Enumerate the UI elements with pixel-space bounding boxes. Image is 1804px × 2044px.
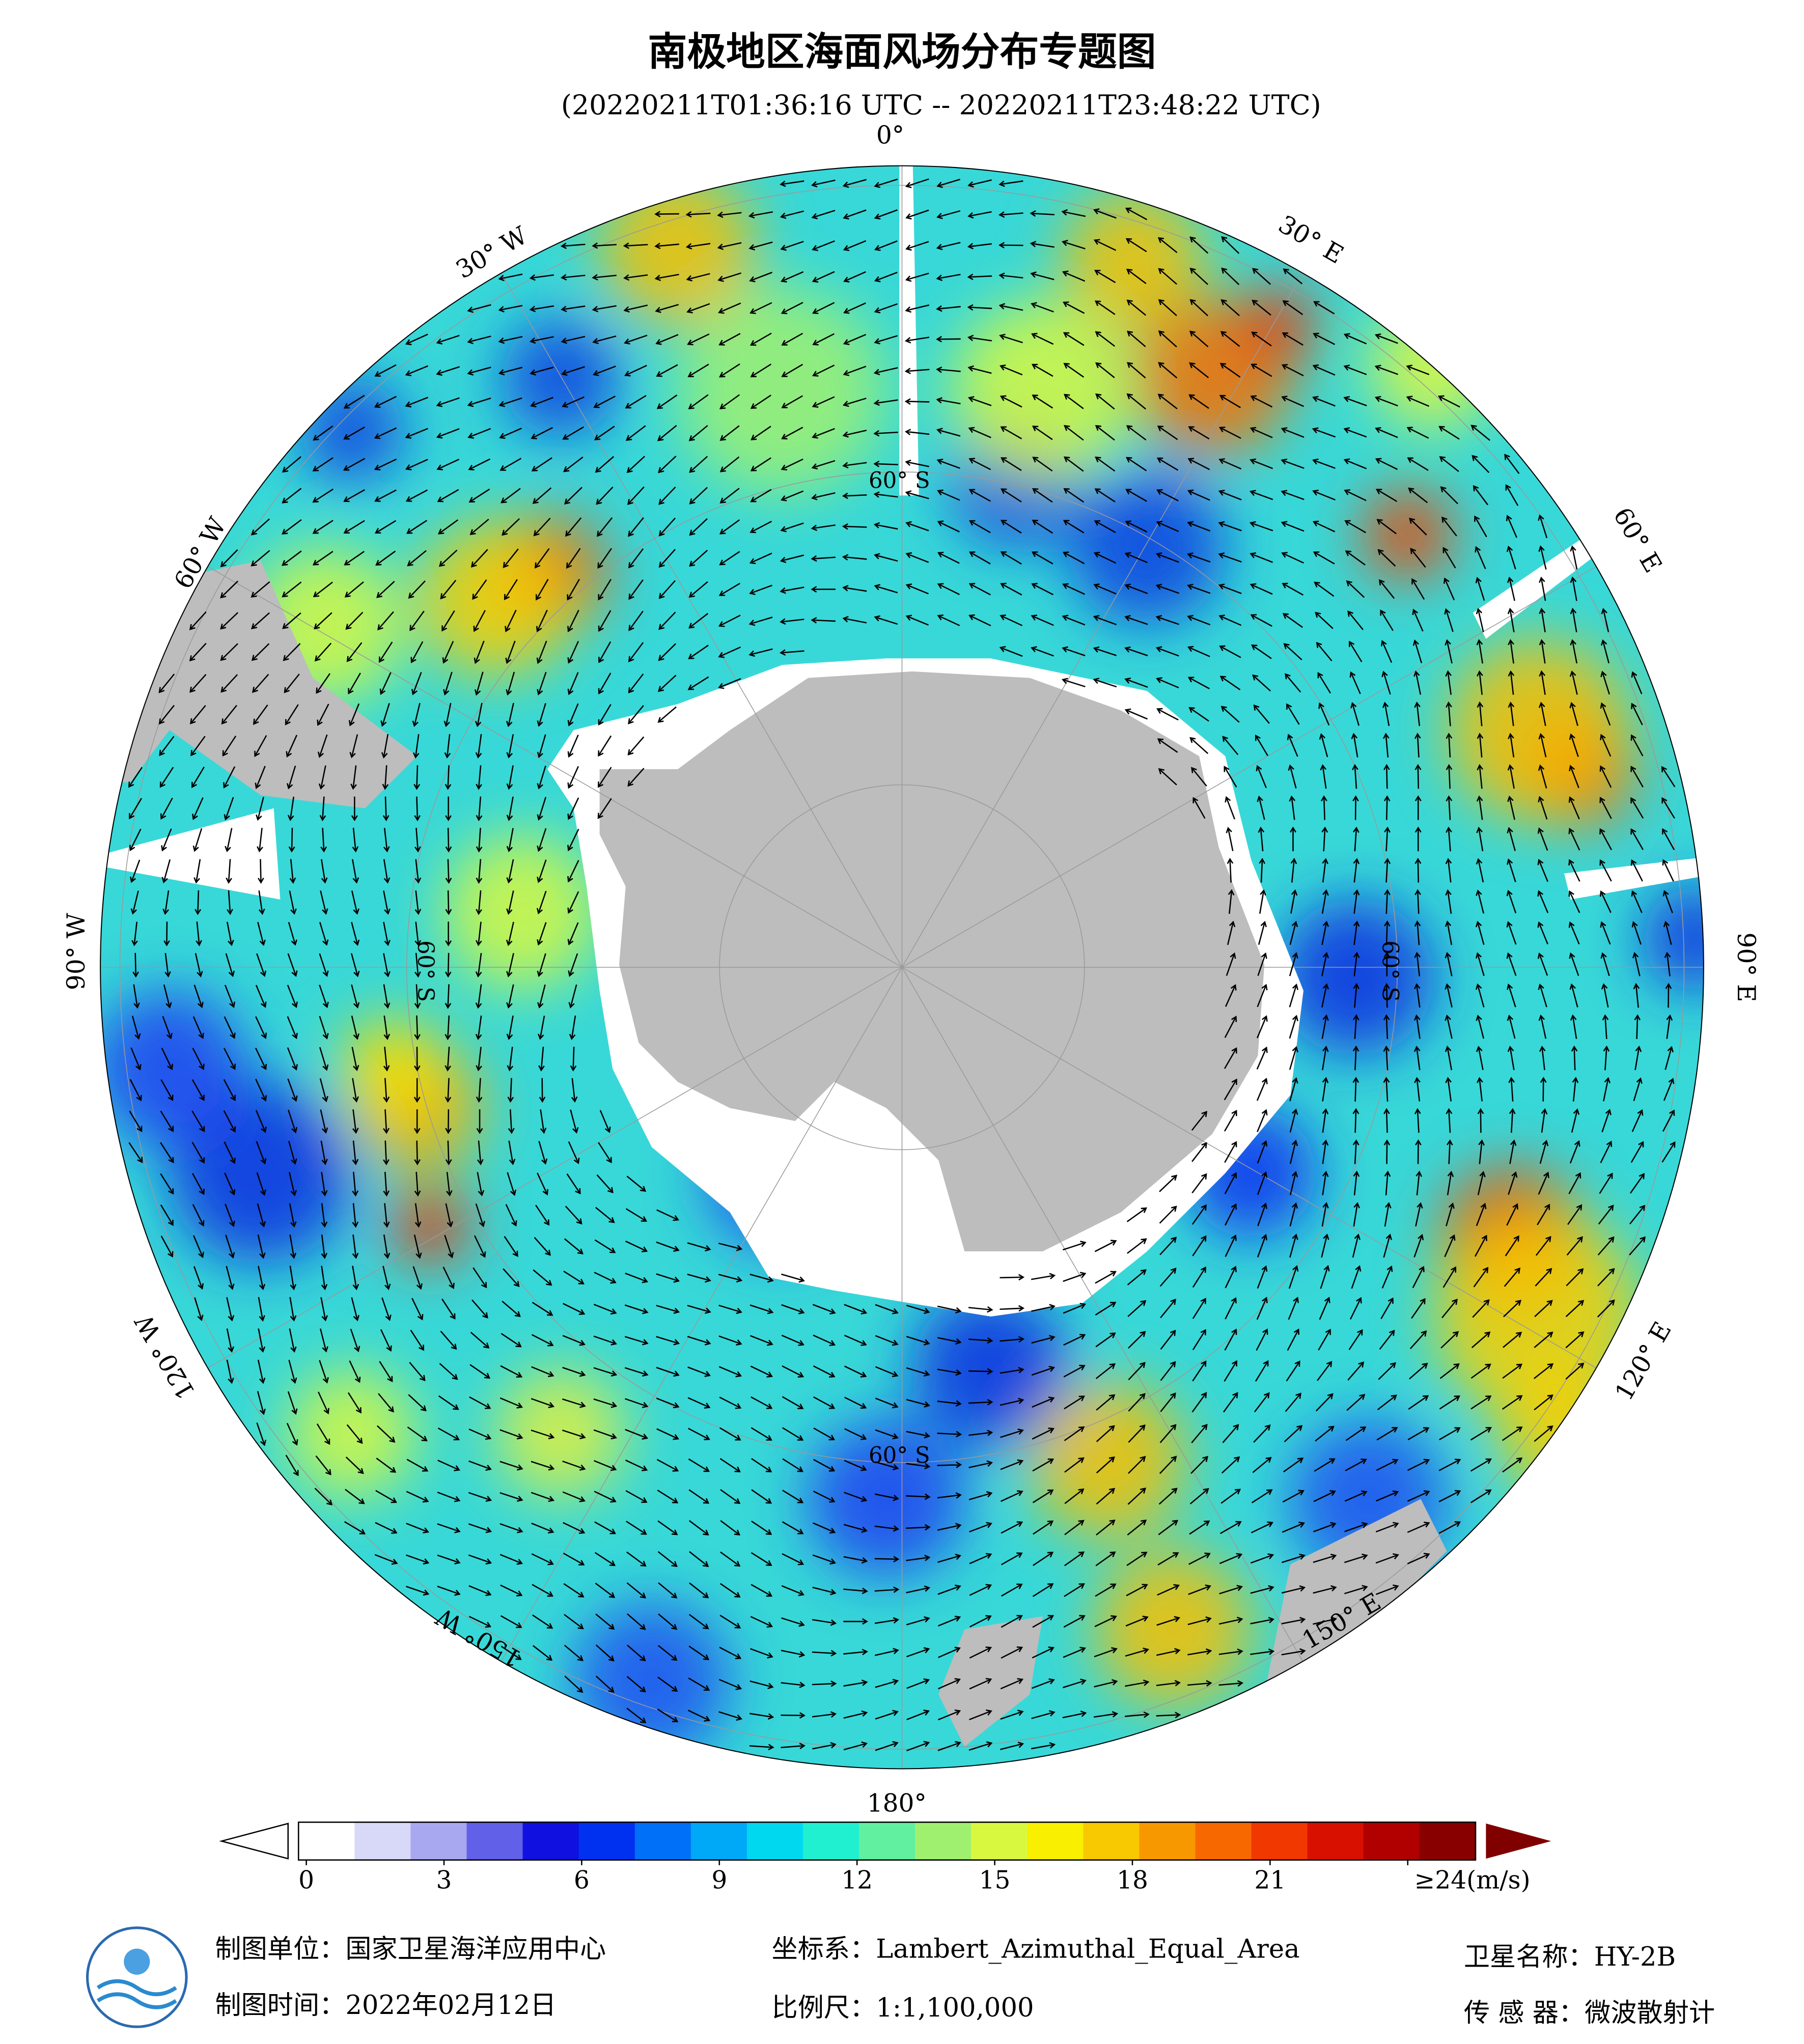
wind-speed-patch (808, 1420, 965, 1578)
graticule (100, 165, 1704, 1769)
wind-speed-patch (1362, 489, 1454, 580)
wind-vectors (128, 178, 1676, 1751)
swath-gap (899, 165, 919, 496)
wind-speed-patch (600, 1981, 756, 2044)
colorbar-swatch (915, 1822, 972, 1860)
colorbar-swatch (1139, 1822, 1196, 1860)
wind-speed-patch (1447, 638, 1629, 822)
colorbar-tick-label: ≥24(m/s) (1414, 1866, 1531, 1895)
satellite: 卫星名称：HY-2B (1464, 1942, 1676, 1972)
wind-speed-patch (1642, 886, 1704, 991)
colorbar-swatch (1307, 1822, 1365, 1860)
wind-speed-patch (912, 1290, 1069, 1447)
wind-speed-patch (1433, 1212, 1643, 1421)
colorbar-over (1486, 1823, 1551, 1859)
logo-ring (86, 1926, 188, 2028)
scale: 比例尺：1:1,100,000 (772, 1993, 1034, 2023)
meridian (901, 267, 1307, 968)
wind-speed-patch (502, 319, 619, 437)
wind-arrows (128, 178, 1676, 1751)
colorbar-swatch (466, 1822, 523, 1860)
colorbar-swatch (1419, 1822, 1477, 1860)
wind-speed-patch (1062, 189, 1206, 333)
wind-speed-patch (417, 521, 574, 678)
colorbar-tick-label: 12 (841, 1866, 873, 1895)
longitude-label: 30° E (1273, 210, 1348, 270)
colorbar-tick-label: 0 (298, 1866, 314, 1895)
meridian (497, 267, 903, 968)
colorbar-frame (297, 1822, 1477, 1861)
latitude-label: 60° S (412, 940, 438, 1002)
colorbar-swatch (1251, 1822, 1308, 1860)
colorbar-swatch (410, 1822, 467, 1860)
wind-speed-patch (391, 1186, 469, 1265)
longitude-label: 120° E (1609, 1317, 1677, 1406)
wind-speed-patch (1238, 287, 1317, 366)
meridian (902, 563, 1602, 968)
meridian (497, 967, 903, 1667)
longitude-label: 90° E (1732, 932, 1760, 1002)
colorbar-tick-label: 9 (711, 1866, 727, 1895)
latitude-label: 60° S (1377, 940, 1402, 1002)
swath-gap (104, 808, 281, 900)
footer: 制图单位：国家卫星海洋应用中心 制图时间：2022年02月12日 坐标系：Lam… (215, 1934, 1715, 2028)
date: 制图时间：2022年02月12日 (215, 1990, 556, 2021)
colorbar-under (219, 1823, 289, 1860)
longitude-label: 90° W (62, 913, 91, 990)
colorbar-tick-label: 21 (1254, 1866, 1286, 1895)
colorbar-swatch (971, 1822, 1028, 1860)
meridian (901, 967, 1307, 1667)
australia (1264, 1499, 1447, 1695)
wind-speed-patch (951, 300, 1134, 483)
colorbar-swatch (522, 1822, 579, 1860)
colorbar-swatch (802, 1822, 860, 1860)
new-zealand (938, 1616, 1043, 1747)
colorbar-swatch (859, 1822, 916, 1860)
wind-speed-patch (1030, 1382, 1186, 1538)
colorbar-tick-label: 3 (436, 1866, 452, 1895)
subtitle: (20220211T01:36:16 UTC -- 20220211T23:48… (561, 89, 1321, 121)
title: 南极地区海面风场分布专题图 (648, 29, 1156, 75)
sensor: 传 感 器：微波散射计 (1464, 1998, 1715, 2028)
crs: 坐标系：Lambert_Azimuthal_Equal_Area (772, 1934, 1300, 1965)
colorbar-swatch (634, 1822, 692, 1860)
wind-speed-patch (1069, 469, 1226, 626)
map-border (100, 165, 1704, 1770)
colorbar-tick-label: 15 (979, 1866, 1011, 1895)
longitude-label: 60° E (1607, 503, 1667, 578)
wind-speed-patch (287, 1368, 418, 1499)
colorbar-swatch (1027, 1822, 1084, 1860)
wind-speed-patch (100, 991, 248, 1147)
colorbar-swatch (1195, 1822, 1252, 1860)
logo (86, 1926, 188, 2028)
latitude-label: 60° S (869, 468, 930, 494)
colorbar-tick-label: 6 (574, 1866, 590, 1895)
colorbar-swatch (578, 1822, 635, 1860)
meridian (202, 563, 902, 968)
colorbar-tick-label: 18 (1117, 1866, 1148, 1895)
colorbar-swatch (690, 1822, 748, 1860)
wind-speed-patch (1095, 1551, 1252, 1708)
longitude-label: 180° (867, 1789, 927, 1818)
logo-waves (96, 1979, 177, 2009)
colorbar-swatch (1363, 1822, 1421, 1860)
meridian (202, 967, 902, 1372)
swath-gap (1564, 854, 1704, 900)
wind-speed-patch (495, 1368, 626, 1499)
colorbar-swatch (746, 1822, 804, 1860)
colorbar-swatch (1083, 1822, 1140, 1860)
producer: 制图单位：国家卫星海洋应用中心 (215, 1934, 606, 1965)
latitude-label: 60° S (869, 1443, 930, 1469)
wind-speed-patch (339, 1017, 443, 1122)
wind-speed-patch (443, 834, 600, 991)
longitude-label: 0° (876, 121, 904, 150)
colorbar: 0 3 6 9 12 15 18 21 ≥24(m/s) (219, 1822, 1551, 1895)
logo-globe (124, 1948, 150, 1975)
colorbar-swatch (354, 1822, 411, 1860)
colorbar-swatch (298, 1822, 355, 1860)
map (100, 165, 1704, 2044)
antarctica (599, 671, 1265, 1252)
